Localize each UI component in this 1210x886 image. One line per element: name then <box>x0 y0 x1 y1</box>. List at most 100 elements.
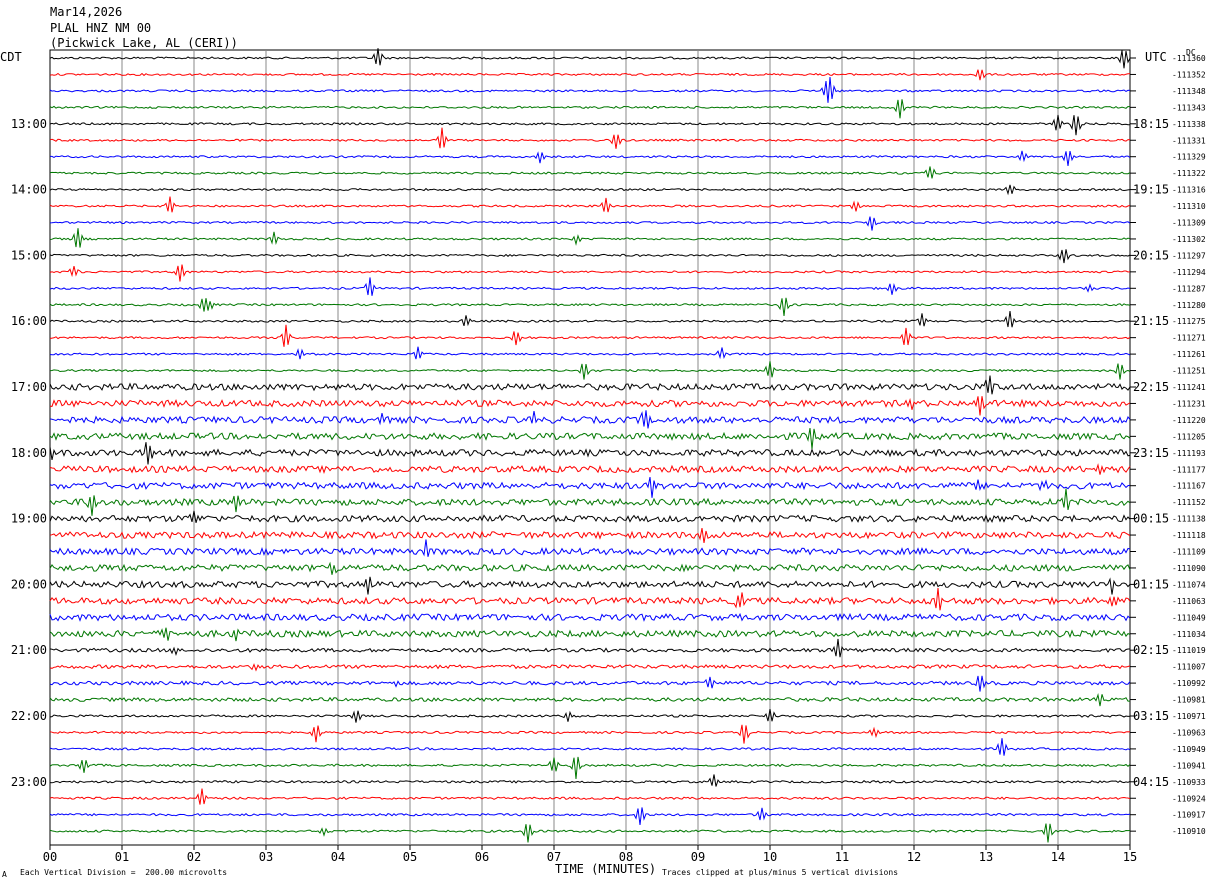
x-axis-label: TIME (MINUTES) <box>555 862 657 876</box>
scale-note: Each Vertical Division = 200.00 microvol… <box>20 868 228 877</box>
left-hour-label: 21:00 <box>11 643 47 657</box>
x-tick-label: 00 <box>43 850 57 864</box>
trace-dc-label: -111118 <box>1172 531 1206 540</box>
x-tick-label: 15 <box>1123 850 1137 864</box>
right-hour-label: 23:15 <box>1133 446 1169 460</box>
right-hour-label: 22:15 <box>1133 380 1169 394</box>
trace-dc-label: -111138 <box>1172 515 1206 524</box>
trace-line <box>49 99 1131 119</box>
trace-dc-label: -111241 <box>1172 383 1206 392</box>
trace-line <box>49 528 1131 543</box>
trace-line <box>49 693 1130 707</box>
trace-line <box>49 756 1131 779</box>
left-hour-label: 23:00 <box>11 775 47 789</box>
left-hour-label: 18:00 <box>11 446 47 460</box>
left-hour-label: 17:00 <box>11 380 47 394</box>
trace-dc-label: -111275 <box>1172 317 1206 326</box>
left-hour-label: 16:00 <box>11 314 47 328</box>
x-tick-label: 03 <box>259 850 273 864</box>
trace-line <box>49 76 1131 103</box>
trace-dc-label: -110924 <box>1172 794 1206 803</box>
trace-dc-label: -111297 <box>1172 251 1206 260</box>
trace-dc-label: -111007 <box>1172 663 1206 672</box>
trace-line <box>49 196 1131 213</box>
trace-line <box>49 310 1131 328</box>
right-hour-label: 21:15 <box>1133 314 1169 328</box>
right-hour-label: 01:15 <box>1133 577 1169 591</box>
trace-line <box>49 69 1131 81</box>
x-tick-label: 12 <box>907 850 921 864</box>
trace-line <box>49 184 1131 196</box>
trace-dc-label: -111348 <box>1172 87 1206 96</box>
trace-line <box>49 297 1131 317</box>
trace-line <box>49 442 1131 465</box>
trace-line <box>49 324 1131 347</box>
trace-dc-label: -111302 <box>1172 235 1206 244</box>
trace-dc-label: -111280 <box>1172 301 1206 310</box>
trace-dc-label: -111167 <box>1172 482 1206 491</box>
trace-line <box>49 724 1131 744</box>
x-tick-label: 14 <box>1051 850 1065 864</box>
trace-line <box>49 361 1131 380</box>
dc-label: DC <box>1186 48 1196 57</box>
trace-line <box>49 477 1131 498</box>
x-tick-label: 01 <box>115 850 129 864</box>
trace-dc-label: -111193 <box>1172 449 1206 458</box>
trace-dc-label: -111352 <box>1172 70 1206 79</box>
x-tick-label: 05 <box>403 850 417 864</box>
right-hour-label: 18:15 <box>1133 117 1169 131</box>
trace-dc-label: -111152 <box>1172 498 1206 507</box>
trace-line <box>49 587 1131 611</box>
trace-dc-label: -111316 <box>1172 186 1206 195</box>
trace-dc-label: -111309 <box>1172 219 1206 228</box>
station-label: PLAL HNZ NM 00 <box>50 21 152 35</box>
trace-dc-label: -111329 <box>1172 153 1206 162</box>
x-tick-label: 09 <box>691 850 705 864</box>
trace-line <box>49 675 1131 692</box>
trace-line <box>50 150 1131 166</box>
trace-line <box>49 576 1131 595</box>
trace-line <box>49 738 1131 756</box>
trace-dc-label: -111177 <box>1172 465 1206 474</box>
trace-dc-label: -111251 <box>1172 367 1206 376</box>
trace-dc-label: -111034 <box>1172 630 1206 639</box>
right-hour-label: 19:15 <box>1133 183 1169 197</box>
trace-dc-label: -111090 <box>1172 564 1206 573</box>
clip-note: Traces clipped at plus/minus 5 vertical … <box>662 868 899 877</box>
left-hour-label: 20:00 <box>11 577 47 591</box>
left-hour-label: 19:00 <box>11 512 47 526</box>
trace-line <box>49 627 1131 642</box>
right-hour-label: 03:15 <box>1133 709 1169 723</box>
trace-line <box>49 410 1131 429</box>
trace-dc-label: -111231 <box>1172 399 1206 408</box>
location-label: (Pickwick Lake, AL (CERI)) <box>50 36 238 50</box>
x-tick-label: 10 <box>763 850 777 864</box>
left-hour-label: 14:00 <box>11 183 47 197</box>
trace-line <box>49 375 1131 395</box>
x-tick-label: 08 <box>619 850 633 864</box>
trace-dc-label: -110963 <box>1172 728 1206 737</box>
left-hour-label: 15:00 <box>11 248 47 262</box>
trace-line <box>49 663 1131 672</box>
trace-line <box>49 264 1131 282</box>
trace-dc-label: -111331 <box>1172 136 1206 145</box>
right-hour-label: 00:15 <box>1133 512 1169 526</box>
plot-frame <box>49 49 1131 846</box>
trace-line <box>49 166 1131 179</box>
trace-line <box>49 48 1131 69</box>
date-label: Mar14,2026 <box>50 5 123 19</box>
trace-dc-label: -111205 <box>1172 432 1206 441</box>
x-tick-label: 04 <box>331 850 345 864</box>
trace-dc-label: -110917 <box>1172 811 1206 820</box>
trace-line <box>49 561 1131 575</box>
trace-dc-label: -110981 <box>1172 696 1206 705</box>
trace-line <box>49 488 1131 516</box>
trace-dc-label: -110933 <box>1172 778 1206 787</box>
left-hour-label: 13:00 <box>11 117 47 131</box>
trace-line <box>49 709 1131 723</box>
x-tick-label: 07 <box>547 850 561 864</box>
trace-dc-label: -110941 <box>1172 761 1206 770</box>
trace-dc-label: -110992 <box>1172 679 1206 688</box>
x-tick-label: 06 <box>475 850 489 864</box>
